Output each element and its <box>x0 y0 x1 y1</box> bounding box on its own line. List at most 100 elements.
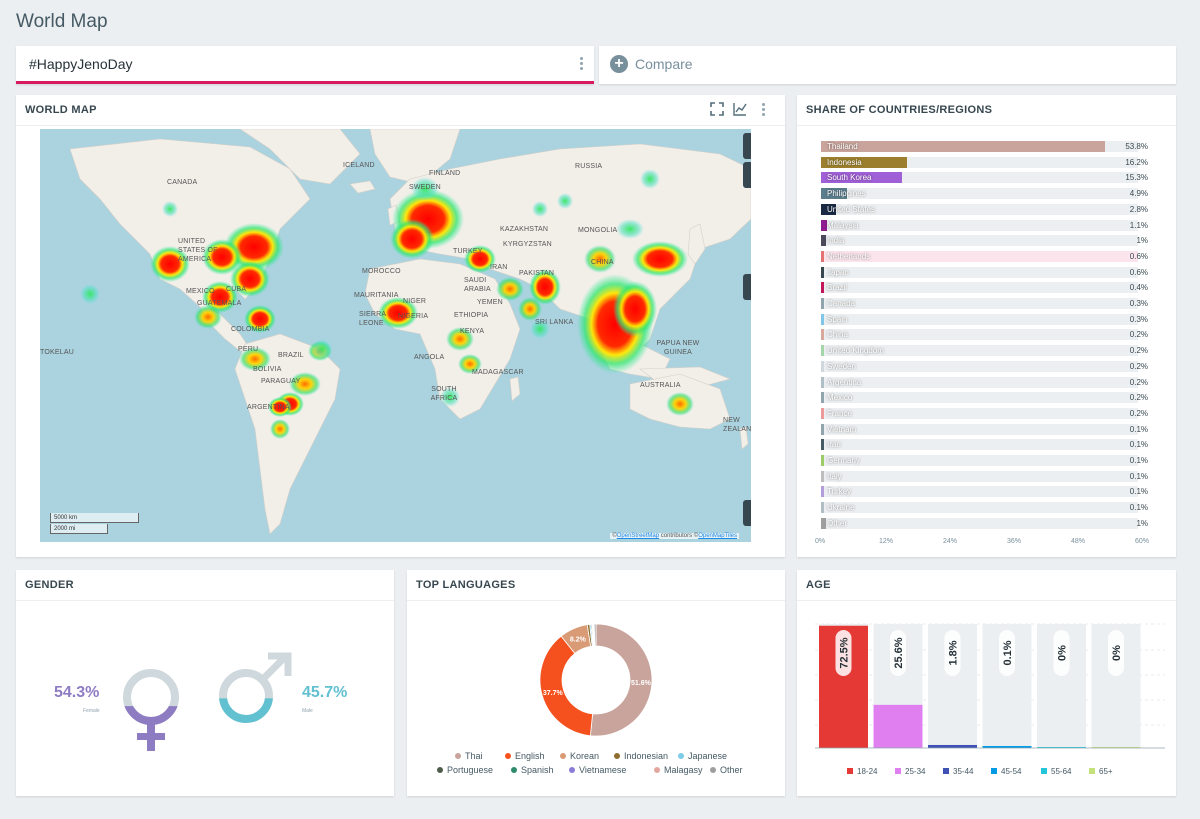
share-bar[interactable] <box>821 172 902 184</box>
share-x-tick: 48% <box>1071 538 1086 545</box>
age-legend-item[interactable]: 18-24 <box>847 767 877 776</box>
legend-item[interactable]: English <box>505 751 545 761</box>
age-bar[interactable] <box>1091 747 1141 748</box>
age-value-pill <box>999 630 1015 676</box>
share-bar[interactable] <box>821 360 824 372</box>
share-bar[interactable] <box>821 392 824 404</box>
legend-label: Indonesian <box>624 751 669 761</box>
zoom-out-button[interactable]: − <box>743 274 751 300</box>
map-label: AUSTRALIA <box>640 382 681 389</box>
map-label: KENYA <box>460 328 485 335</box>
share-bar[interactable] <box>821 423 824 435</box>
share-bar[interactable] <box>821 455 824 466</box>
share-bar-track <box>821 407 1138 419</box>
age-legend-item[interactable]: 35-44 <box>943 767 973 776</box>
age-value-label: 72.5% <box>839 637 851 668</box>
compare-button[interactable]: + Compare <box>599 46 1176 84</box>
legend-item[interactable]: Malagasy <box>654 765 703 775</box>
map-label: NEW ZEALAND <box>723 417 751 433</box>
donut-slice[interactable] <box>539 635 594 737</box>
gender-title: GENDER <box>25 579 74 591</box>
age-bar[interactable] <box>1037 747 1086 748</box>
share-bar[interactable] <box>821 266 825 278</box>
legend-item[interactable]: Japanese <box>678 751 727 761</box>
male-icon <box>219 652 292 723</box>
legend-item[interactable]: Portuguese <box>437 765 493 775</box>
share-country-label: India <box>827 236 845 246</box>
share-bar[interactable] <box>821 141 1106 152</box>
legend-swatch <box>943 768 949 774</box>
share-bar[interactable] <box>821 219 827 231</box>
crop-icon[interactable]: ⌗ <box>743 133 751 159</box>
legend-item[interactable]: Thai <box>455 751 483 761</box>
female-icon <box>123 669 179 751</box>
age-legend-item[interactable]: 65+ <box>1089 767 1113 776</box>
share-bar[interactable] <box>821 329 824 341</box>
share-bar[interactable] <box>821 235 827 247</box>
share-bar[interactable] <box>821 486 824 498</box>
map-label: PARAGUAY <box>261 378 301 385</box>
share-bar-track <box>821 423 1138 435</box>
share-bar[interactable] <box>821 298 824 309</box>
share-country-label: Sweden <box>827 361 856 371</box>
legend-swatch <box>1041 768 1047 774</box>
map-label: MOROCCO <box>362 268 401 275</box>
share-bar[interactable] <box>821 345 824 357</box>
map-label: GUATEMALA <box>197 300 242 307</box>
gender-card: GENDER 54.3% Female 45.7% Male <box>16 570 394 796</box>
share-bar-track <box>821 250 1138 262</box>
age-chart: 72.5% 25.6% 1.8% 0.1% 0% 0% <box>815 623 1165 749</box>
fullscreen-icon[interactable] <box>710 102 724 116</box>
age-legend-item[interactable]: 25-34 <box>895 767 925 776</box>
share-bar[interactable] <box>821 203 836 215</box>
share-bar[interactable] <box>821 470 824 482</box>
world-map[interactable]: ICELAND FINLAND RUSSIA SWEDEN CANADA KAZ… <box>40 129 751 542</box>
share-value-label: 0.2% <box>1129 361 1148 371</box>
age-bar[interactable] <box>982 746 1032 748</box>
share-bar[interactable] <box>821 407 824 419</box>
chart-line-icon[interactable] <box>733 102 747 116</box>
share-bar[interactable] <box>821 502 824 514</box>
share-bar[interactable] <box>821 517 827 529</box>
legend-label: 55-64 <box>1051 767 1072 776</box>
share-bar[interactable] <box>821 282 824 294</box>
share-country-label: Argentina <box>827 377 862 387</box>
legend-label: Portuguese <box>447 765 494 775</box>
share-value-label: 0.1% <box>1129 456 1148 465</box>
legend-item[interactable]: Spanish <box>511 765 554 775</box>
age-legend-item[interactable]: 55-64 <box>1041 767 1071 776</box>
osm-link[interactable]: OpenStreetMap <box>616 533 660 539</box>
donut-slice[interactable] <box>589 623 653 737</box>
share-bar[interactable] <box>821 156 907 168</box>
openmaptiles-link[interactable]: OpenMapTiles <box>698 533 737 539</box>
share-country-label: Canada <box>827 299 856 308</box>
share-bar[interactable] <box>821 439 824 451</box>
donut-slice-label: 37.7% <box>543 690 564 697</box>
donut-slice[interactable] <box>593 623 597 647</box>
age-legend-item[interactable]: 45-54 <box>991 767 1021 776</box>
share-bar[interactable] <box>821 313 824 325</box>
map-label: CUBA <box>226 286 247 293</box>
query-more-icon[interactable] <box>580 57 584 70</box>
info-icon[interactable]: i <box>743 500 751 526</box>
legend-item[interactable]: Other <box>710 765 743 775</box>
query-tab[interactable]: #HappyJenoDay <box>16 46 594 84</box>
legend-label: 25-34 <box>905 767 926 776</box>
map-label: SWEDEN <box>409 184 441 191</box>
map-label: MONGOLIA <box>578 227 618 234</box>
legend-item[interactable]: Indonesian <box>614 751 668 761</box>
zoom-in-button[interactable]: + <box>743 162 751 188</box>
languages-title: TOP LANGUAGES <box>416 579 516 591</box>
map-label: SAUDI ARABIA <box>464 277 491 293</box>
share-bar[interactable] <box>821 376 824 388</box>
share-bar[interactable] <box>821 188 847 200</box>
card-divider <box>797 600 1176 601</box>
age-bar[interactable] <box>873 704 923 748</box>
legend-item[interactable]: Korean <box>560 751 599 761</box>
share-value-label: 0.2% <box>1129 408 1148 418</box>
more-vert-icon[interactable] <box>762 103 766 116</box>
scale-km: 5000 km <box>50 513 139 523</box>
legend-item[interactable]: Vietnamese <box>569 765 626 775</box>
share-bar[interactable] <box>821 250 825 262</box>
age-bar[interactable] <box>928 744 977 748</box>
